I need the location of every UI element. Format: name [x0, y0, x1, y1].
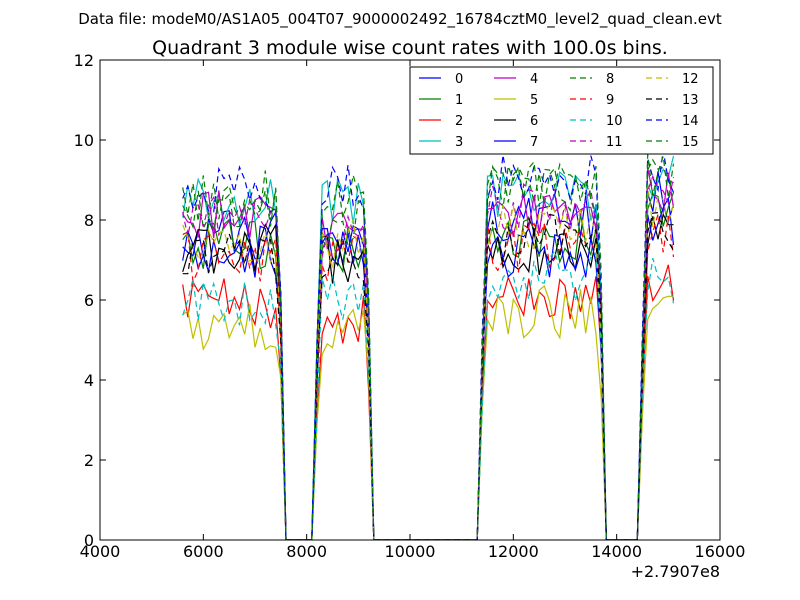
legend-label: 10: [606, 114, 623, 129]
x-tick-label: 4000: [80, 542, 121, 561]
series-line-7: [182, 196, 675, 540]
y-tick-label: 4: [84, 371, 94, 390]
series-line-8: [182, 158, 674, 540]
figure-suptitle: Data file: modeM0/AS1A05_004T07_90000024…: [78, 10, 722, 29]
series-layer: [182, 150, 675, 540]
legend-label: 5: [530, 93, 538, 108]
legend-label: 6: [530, 114, 538, 129]
x-tick-label: 16000: [695, 542, 746, 561]
series-line-13: [182, 211, 675, 540]
legend-label: 12: [682, 72, 699, 87]
legend-label: 4: [530, 72, 538, 87]
series-line-5: [182, 284, 674, 540]
series-line-9: [182, 214, 675, 540]
legend-label: 9: [606, 93, 614, 108]
legend-label: 14: [682, 114, 699, 129]
y-tick-label: 6: [84, 291, 94, 310]
legend-label: 7: [530, 135, 538, 150]
legend-label: 8: [606, 72, 614, 87]
x-tick-label: 10000: [385, 542, 436, 561]
legend-label: 2: [455, 114, 463, 129]
series-line-12: [182, 184, 675, 540]
y-tick-label: 12: [74, 51, 94, 70]
y-tick-label: 8: [84, 211, 94, 230]
x-tick-label: 8000: [286, 542, 327, 561]
legend-frame: [409, 66, 714, 155]
x-tick-label: 6000: [183, 542, 224, 561]
series-line-4: [182, 167, 675, 540]
series-line-14: [182, 150, 675, 540]
legend-label: 13: [682, 93, 699, 108]
legend-label: 11: [606, 135, 623, 150]
x-tick-label: 14000: [591, 542, 642, 561]
y-tick-label: 2: [84, 451, 94, 470]
x-offset-label: +2.7907e8: [631, 562, 720, 581]
legend-label: 0: [455, 72, 463, 87]
chart-title: Quadrant 3 module wise count rates with …: [152, 37, 668, 59]
y-tick-label: 0: [84, 531, 94, 550]
y-tick-label: 10: [74, 131, 94, 150]
legend-label: 3: [455, 135, 463, 150]
axis-ticks: 4000 6000 8000 10000 12000 14000 1600002468101…: [74, 51, 746, 561]
series-line-11: [182, 174, 675, 540]
series-line-1: [182, 192, 675, 540]
legend-label: 15: [682, 135, 699, 150]
x-tick-label: 12000: [488, 542, 539, 561]
series-line-6: [182, 212, 674, 540]
legend-label: 1: [455, 93, 463, 108]
